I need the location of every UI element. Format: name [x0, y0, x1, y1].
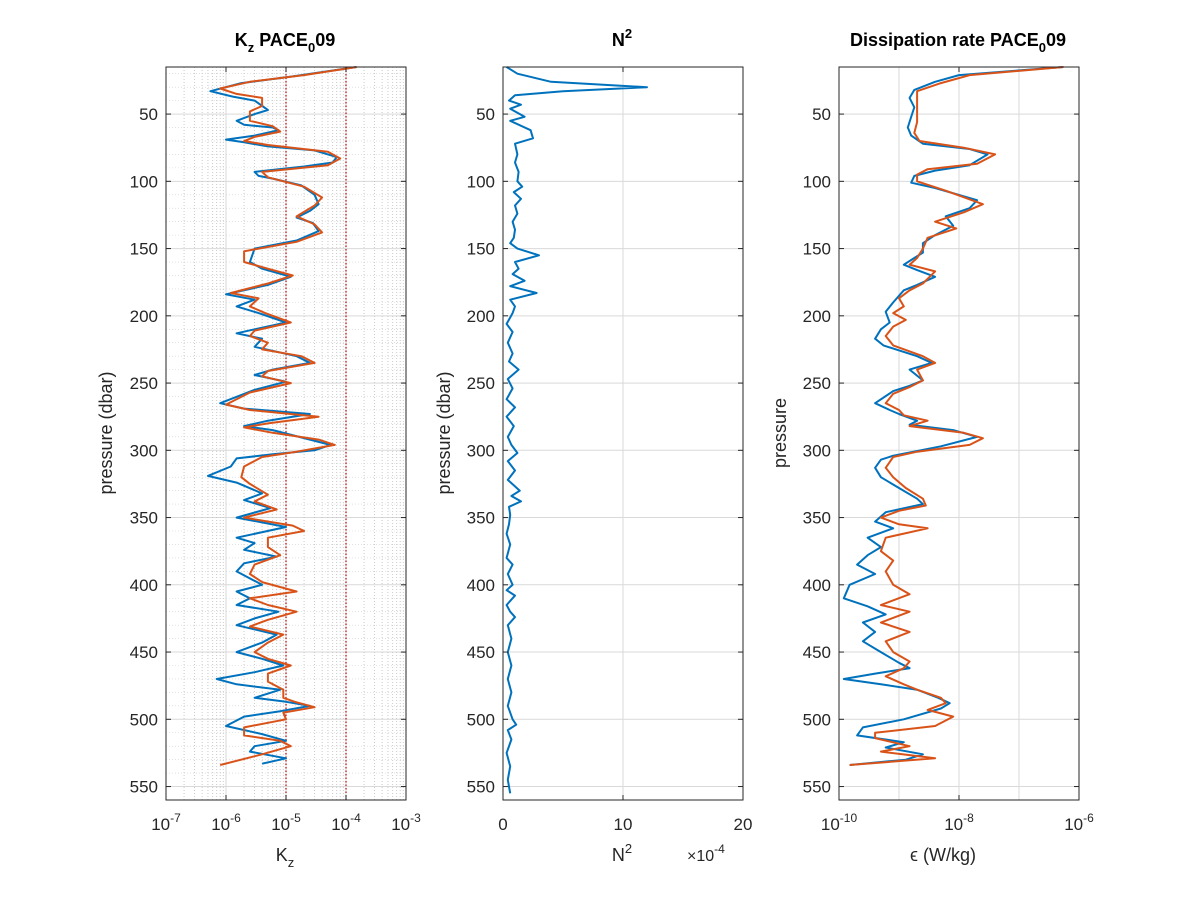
y-tick-label: 350 [130, 509, 158, 528]
y-tick-label: 150 [467, 240, 495, 259]
y-tick-label: 200 [130, 307, 158, 326]
n2-panel: 50 100 150 200 250 300 350 400 450 500 550 0 10 20 N… [434, 26, 752, 865]
y-tick-label: 50 [139, 105, 158, 124]
x-tick-label: 10-6 [1064, 811, 1094, 834]
n2-title: N2 [612, 26, 632, 50]
x-tick-label: 10-6 [211, 811, 241, 834]
y-tick-label: 400 [130, 576, 158, 595]
kz-y-label: pressure (dbar) [96, 371, 116, 494]
x-tick-label: 20 [734, 815, 753, 834]
y-tick-label: 100 [803, 172, 831, 191]
y-tick-label: 550 [467, 778, 495, 797]
y-tick-label: 250 [130, 374, 158, 393]
y-tick-label: 300 [130, 441, 158, 460]
x-tick-label: 10-8 [944, 811, 974, 834]
y-tick-label: 400 [467, 576, 495, 595]
y-tick-label: 100 [130, 172, 158, 191]
y-tick-label: 550 [803, 778, 831, 797]
y-tick-label: 100 [467, 172, 495, 191]
y-tick-label: 450 [130, 643, 158, 662]
dissipation-y-ticks: 50 100 150 200 250 300 350 400 450 500 550 [803, 105, 1079, 797]
y-tick-label: 500 [130, 710, 158, 729]
y-tick-label: 300 [467, 441, 495, 460]
n2-x-ticks: 0 10 20 [498, 67, 752, 834]
series-line-2 [219, 66, 357, 766]
y-tick-label: 250 [467, 374, 495, 393]
y-tick-label: 50 [812, 105, 831, 124]
n2-y-ticks: 50 100 150 200 250 300 350 400 450 500 550 [467, 105, 743, 797]
dissipation-y-label: pressure [770, 398, 790, 468]
y-tick-label: 250 [803, 374, 831, 393]
n2-series [505, 66, 648, 794]
y-tick-label: 200 [803, 307, 831, 326]
y-tick-label: 350 [803, 509, 831, 528]
x-tick-label: 10-4 [331, 811, 361, 834]
y-tick-label: 350 [467, 509, 495, 528]
kz-x-ticks: 10-7 10-6 10-5 10-4 10-3 [151, 67, 421, 834]
y-tick-label: 200 [467, 307, 495, 326]
n2-x-label: N2 [612, 841, 632, 865]
y-tick-label: 150 [130, 240, 158, 259]
x-tick-label: 10-7 [151, 811, 181, 834]
kz-title: Kz PACE009 [235, 30, 335, 55]
y-tick-label: 150 [803, 240, 831, 259]
dissipation-x-label: ϵ (W/kg) [910, 845, 976, 865]
y-tick-label: 500 [467, 710, 495, 729]
x-tick-label: 10 [614, 815, 633, 834]
y-tick-label: 450 [803, 643, 831, 662]
y-tick-label: 450 [467, 643, 495, 662]
kz-y-ticks: 50 100 150 200 250 300 350 400 450 500 550 [130, 105, 406, 797]
y-tick-label: 550 [130, 778, 158, 797]
n2-x-multiplier: ×10-4 [687, 842, 725, 865]
series-line-2 [849, 66, 1064, 766]
y-tick-label: 50 [476, 105, 495, 124]
x-tick-label: 10-5 [271, 811, 301, 834]
kz-x-label: Kz [276, 845, 295, 870]
dissipation-x-ticks: 10-10 10-8 10-6 [821, 67, 1094, 834]
kz-series [206, 66, 357, 766]
y-tick-label: 500 [803, 710, 831, 729]
x-tick-label: 0 [498, 815, 507, 834]
dissipation-title: Dissipation rate PACE009 [850, 30, 1066, 55]
x-tick-label: 10-3 [391, 811, 421, 834]
series-line-1 [505, 66, 648, 794]
x-tick-label: 10-10 [821, 811, 858, 834]
n2-y-label: pressure (dbar) [434, 371, 454, 494]
dissipation-series [842, 66, 1064, 766]
y-tick-label: 300 [803, 441, 831, 460]
y-tick-label: 400 [803, 576, 831, 595]
